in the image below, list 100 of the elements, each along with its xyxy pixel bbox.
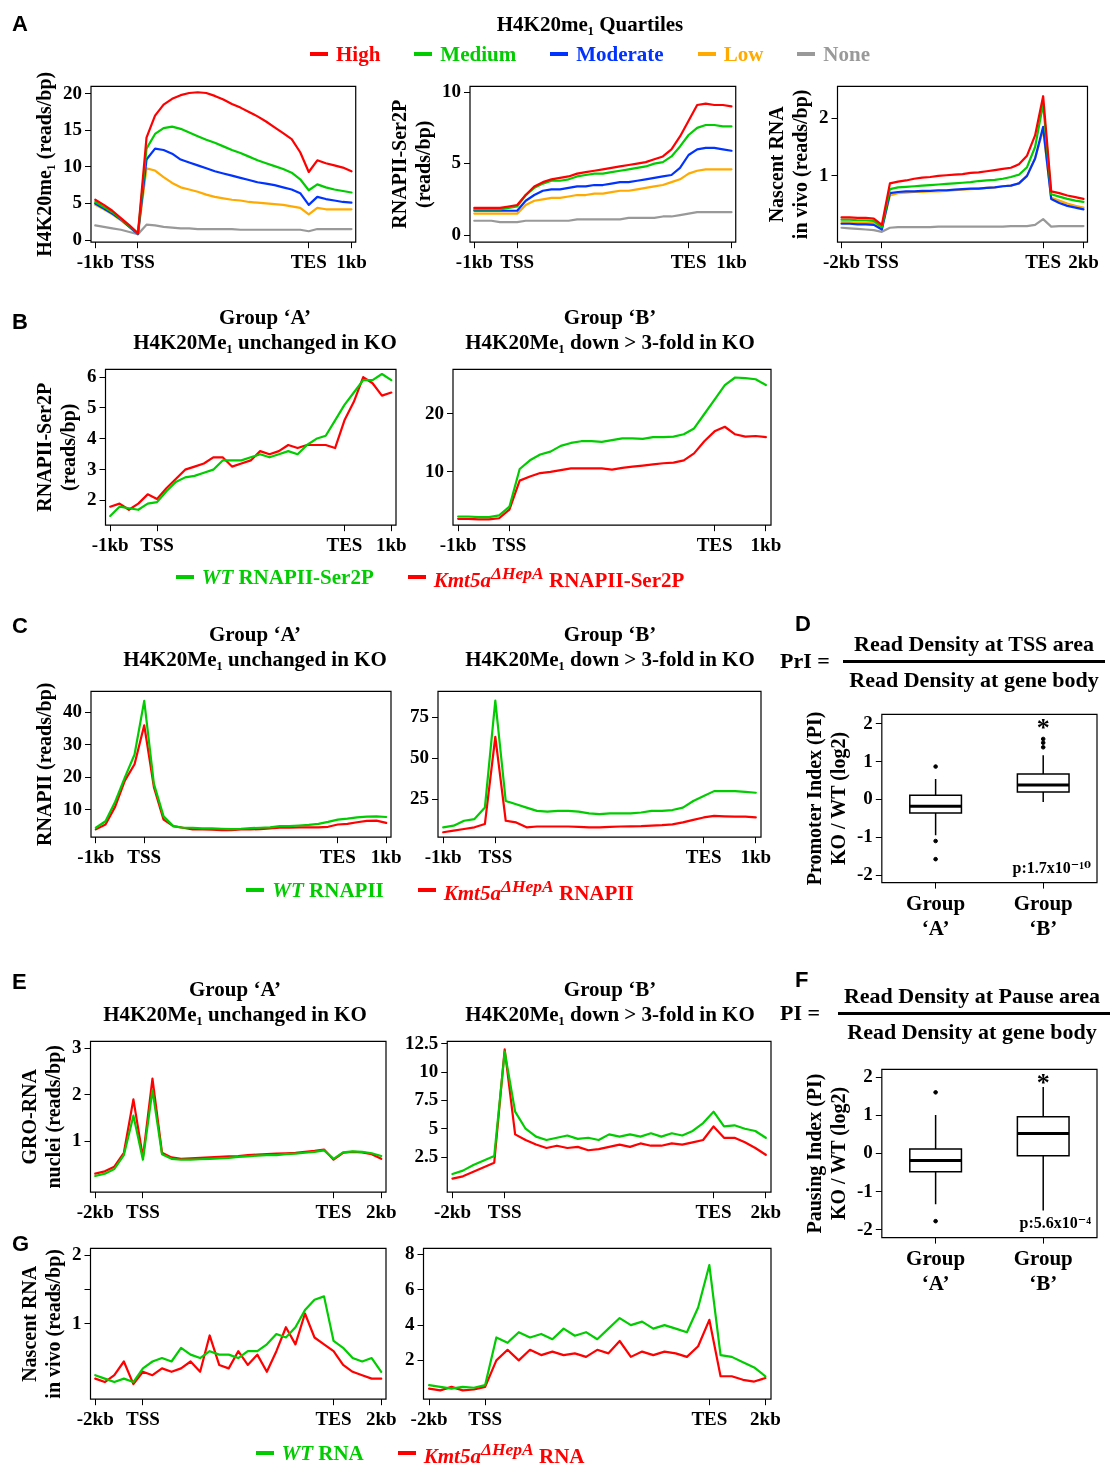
y-tick-label: 0 [72,227,82,249]
legend-label: WT RNA [281,1440,364,1465]
y-tick-label: 2 [72,1243,82,1265]
y-tick-label: 0 [451,222,461,244]
text: B [12,308,28,336]
y-tick-label: 6 [405,1277,415,1299]
y-tick-label: 2 [87,488,97,510]
x-tick-label: 2kb [750,1200,782,1222]
legend-label: Kmt5a$^{ΔHepA}$ RNA [423,1439,585,1465]
text: Read Density at gene body [848,666,1100,694]
legend-label: Kmt5a$^{ΔHepA}$ RNAPII [443,876,634,905]
y-tick-label: -2 [857,862,873,884]
x-tick-label: TES [315,1200,352,1222]
y-axis-title: Pausing Index (PI) KO / WT (log2) [803,1073,851,1234]
text: D [795,610,811,638]
legend-label: WT RNAPII [272,877,384,902]
chart-title: Group ‘B’ [562,305,658,330]
x-tick-label: TES [1025,250,1062,272]
x-tick-label: TES [326,533,363,555]
y-tick-label: -1 [857,825,873,847]
chart-subtitle: H4K20Me₁ unchanged in KO [132,330,398,355]
text: Read Density at gene body [846,1018,1098,1046]
annotation: p:5.6x10⁻⁴ [1019,1213,1092,1232]
legend-label: Low [723,42,764,66]
legend-label: WT RNAPII-Ser2P [201,564,374,589]
y-tick-label: 10 [63,154,82,176]
chart-title: Group ‘A’ [188,977,282,1002]
y-tick-label: 20 [63,81,82,103]
y-tick-label: 10 [425,459,444,481]
y-tick-label: 3 [72,1036,82,1058]
y-tick-label: 3 [87,457,97,479]
x-tick-label: TES [315,1407,352,1429]
x-tick-label: 1kb [740,845,772,867]
y-axis-title: RNAPII-Ser2P (reads/bp) [33,382,81,512]
y-axis-title: Nascent RNA in vivo (reads/bp) [765,89,813,240]
x-tick-label: TES [670,250,707,272]
y-axis-title: Promoter Index (PI) KO / WT (log2) [803,711,851,886]
text: F [795,966,809,994]
x-tick-label: TES [319,845,356,867]
legend-label: Moderate [576,42,664,66]
y-tick-label: 2.5 [414,1144,439,1166]
x-tick-label: -1kb [77,845,115,867]
x-tick-label: TSS [121,250,155,272]
legend-title: H4K20me₁ Quartiles [495,11,685,38]
y-tick-label: 2 [863,711,873,733]
legend-label: High [335,42,381,66]
x-tick-label: 1kb [716,250,747,272]
x-tick-label: TSS [500,250,535,272]
chart-title: Group ‘A’ [208,622,302,647]
x-tick-label: TSS [492,533,527,555]
y-tick-label: 12.5 [405,1031,439,1053]
y-tick-label: 25 [410,787,429,809]
x-tick-label: -1kb [424,845,462,867]
y-tick-label: 5 [87,395,97,417]
x-tick-label: 2kb [750,1407,781,1429]
y-tick-label: 30 [63,732,82,754]
x-tick-label: -2kb [76,1200,114,1222]
y-tick-label: 1 [819,163,829,185]
x-tick-label: -2kb [76,1407,114,1429]
x-tick-label: TES [290,250,327,272]
chart-subtitle: H4K20Me₁ down > 3-fold in KO [464,1002,756,1027]
y-tick-label: 1 [72,1311,82,1333]
text: PrI = [780,647,830,675]
x-tick-label: TES [691,1407,728,1429]
x-tick-label: -2kb [433,1200,471,1222]
x-tick-label: -2kb [410,1407,448,1429]
x-tick-label: 1kb [750,533,782,555]
x-tick-label: TSS [127,845,162,867]
text: Read Density at TSS area [853,630,1095,658]
x-tick-label: 1kb [375,533,407,555]
x-tick-label: -1kb [455,250,493,272]
y-tick-label: 2 [405,1348,415,1370]
y-tick-label: 2 [819,106,829,128]
y-tick-label: 20 [63,765,82,787]
y-tick-label: 10 [442,80,461,102]
x-tick-label: TSS [864,250,899,272]
x-tick-label: 2kb [1068,250,1099,272]
y-axis-title: RNAPII-Ser2P (reads/bp) [388,99,436,229]
x-tick-label: 1kb [370,845,402,867]
x-tick-label: TSS [478,845,513,867]
y-tick-label: 15 [63,118,82,140]
text: Read Density at Pause area [842,982,1102,1010]
text: E [12,968,27,996]
legend-label: Kmt5a$^{ΔHepA}$ RNAPII-Ser2P [433,563,685,592]
y-tick-label: 1 [863,749,873,771]
y-tick-label: 10 [63,797,82,819]
y-axis-title: RNAPII (reads/bp) [33,682,57,847]
y-axis-title: GRO-RNA nuclei (reads/bp) [18,1045,66,1189]
y-axis-title: H4K20me₁ (reads/bp) [33,71,57,257]
legend-label: Medium [440,42,517,66]
y-tick-label: 75 [410,704,429,726]
chart-subtitle: H4K20Me₁ unchanged in KO [122,647,388,672]
y-tick-label: 6 [87,365,97,387]
x-tick-label: TES [685,845,722,867]
y-tick-label: 4 [405,1313,415,1335]
y-tick-label: -2 [857,1217,873,1239]
y-tick-label: 5 [451,151,461,173]
y-tick-label: 1 [863,1103,873,1125]
x-tick-label: TSS [487,1200,522,1222]
y-tick-label: 5 [428,1116,439,1138]
